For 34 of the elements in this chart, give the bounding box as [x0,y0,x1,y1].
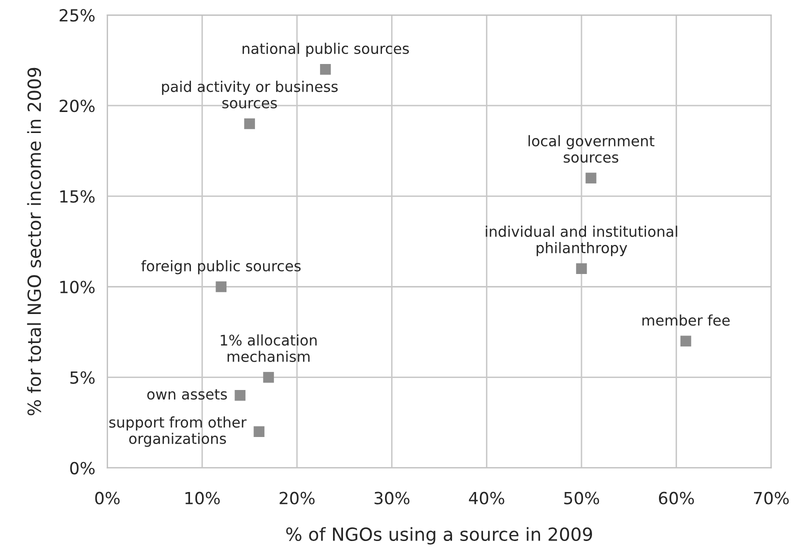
point [234,390,246,401]
annotation: own assets [147,389,227,400]
annotation: national public sources [242,42,409,57]
y-tick-label: 15% [60,190,95,203]
y-tick-label: 10% [60,280,95,294]
annotation: 1% allocation mechanism [220,334,317,362]
point [320,64,331,75]
annotation: individual and institutional philanthropy [486,226,678,256]
x-tick-label: 40% [468,492,504,504]
point [254,426,264,438]
annotation: support from other organizations [109,416,247,447]
x-tick-label: 70% [754,492,789,504]
point [586,172,596,184]
x-tick-label: 50% [564,492,600,504]
y-axis-title: % for total NGO sector income in 2009 [27,68,42,416]
x-tick-label: 20% [280,492,315,504]
y-tick-label: 25% [60,9,95,22]
point [216,281,227,292]
y-tick-label: 5% [70,371,95,384]
y-tick-label: 20% [60,100,95,112]
x-tick-label: 0% [95,492,120,504]
y-tick-label: 0% [70,462,95,474]
point [680,336,692,346]
point [576,263,587,274]
x-tick-label: 60% [658,492,694,504]
x-tick-label: 10% [185,492,220,504]
point [263,372,274,383]
annotation: foreign public sources [141,260,301,274]
x-tick-label: 30% [374,492,410,504]
annotation: local government sources [528,135,654,163]
annotation: member fee [642,314,730,326]
annotation: paid activity or business sources [162,80,338,108]
point [244,118,255,130]
x-axis-title: % of NGOs using a source in 2009 [286,527,592,545]
